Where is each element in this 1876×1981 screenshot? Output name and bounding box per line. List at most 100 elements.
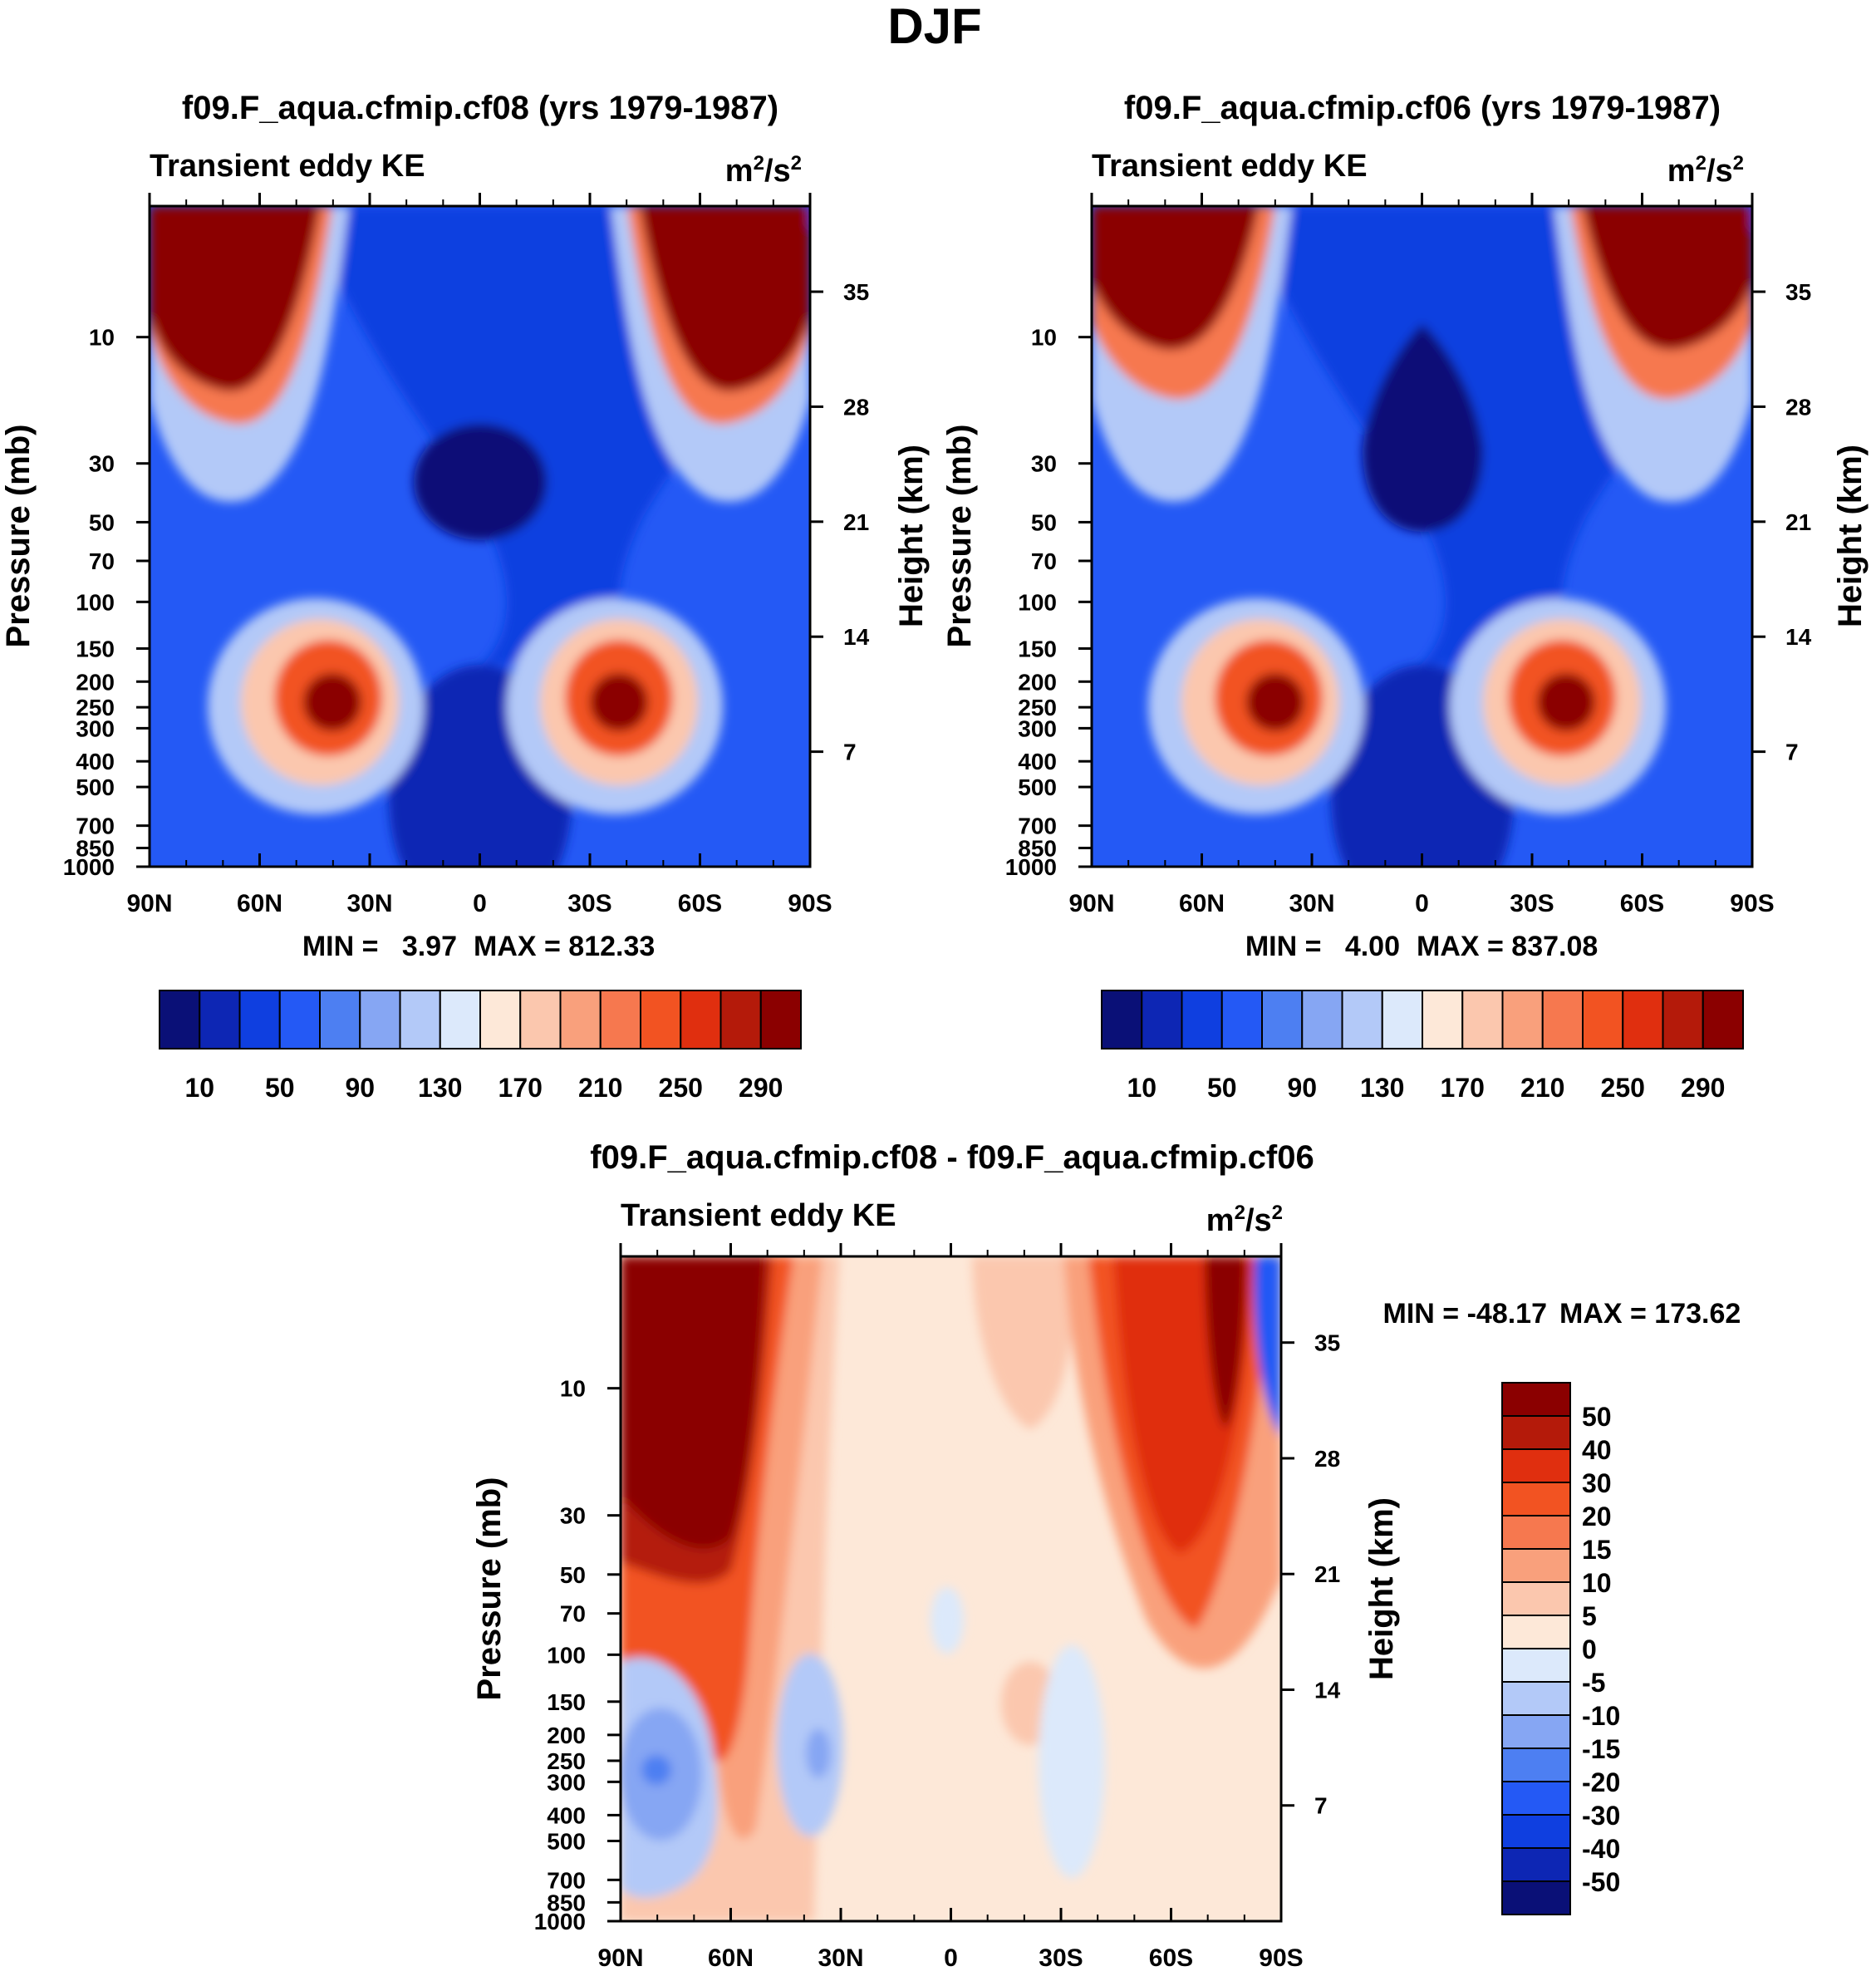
colorbar-label: 250 xyxy=(1601,1073,1645,1103)
colorbar-swatch xyxy=(439,990,481,1049)
colorbar-swatch xyxy=(1501,1415,1571,1450)
colorbar-label: 15 xyxy=(1582,1535,1612,1565)
colorbar-swatch xyxy=(319,990,361,1049)
colorbar-swatch xyxy=(1702,990,1744,1049)
panel-cf08-subtitle: Transient eddy KE xyxy=(150,149,425,184)
y-tick-label: 70 xyxy=(560,1601,586,1627)
colorbar-label: -10 xyxy=(1582,1701,1620,1731)
colorbar-swatch xyxy=(1381,990,1423,1049)
panel-diff-ylabel-right: Height (km) xyxy=(1363,1497,1400,1680)
colorbar-label: 30 xyxy=(1582,1468,1612,1498)
x-tick-label: 60N xyxy=(708,1944,754,1972)
colorbar-swatch xyxy=(1341,990,1383,1049)
x-tick-label: 0 xyxy=(944,1944,958,1972)
north-core-50 xyxy=(621,1256,764,1549)
y-tick-label: 850 xyxy=(1018,836,1057,862)
colorbar-swatch xyxy=(238,990,281,1049)
colorbar-swatch xyxy=(1501,1681,1571,1716)
y-tick-label: 300 xyxy=(547,1769,586,1795)
y-right-tick-label: 14 xyxy=(1785,624,1812,650)
north-negative-min xyxy=(641,1755,671,1785)
x-tick-label: 90N xyxy=(1068,890,1114,917)
panel-diff-ylabel: Pressure (mb) xyxy=(471,1477,508,1701)
colorbar-label: 170 xyxy=(498,1073,543,1103)
south-negative-lower xyxy=(1039,1645,1105,1878)
x-tick-label: 60N xyxy=(237,890,282,917)
y-tick-label: 500 xyxy=(547,1828,586,1854)
panel-diff-max: MAX = 173.62 xyxy=(1559,1298,1741,1330)
panel-diff-subtitle: Transient eddy KE xyxy=(621,1198,896,1233)
y-tick-label: 70 xyxy=(89,548,115,574)
y-tick-label: 150 xyxy=(547,1689,586,1715)
colorbar-swatch xyxy=(1501,1714,1571,1749)
panel-cf08-field xyxy=(150,206,810,867)
panel-diff-title: f09.F_aqua.cfmip.cf08 - f09.F_aqua.cfmip… xyxy=(590,1139,1314,1176)
south-pole-negative xyxy=(1254,1256,1281,1438)
south-upper-positive xyxy=(972,1256,1074,1429)
equatorial-minimum xyxy=(414,424,547,540)
colorbar-swatch xyxy=(1501,1814,1571,1849)
colorbar-swatch xyxy=(1181,990,1223,1049)
colorbar-label: 250 xyxy=(659,1073,703,1103)
panel-cf06-subtitle: Transient eddy KE xyxy=(1092,149,1368,184)
subtropic-negative-core xyxy=(806,1728,831,1778)
y-tick-label: 10 xyxy=(89,325,115,351)
panel-diff-field xyxy=(621,1256,1281,1921)
colorbar-label: -50 xyxy=(1582,1867,1620,1897)
panel-diff: f09.F_aqua.cfmip.cf08 - f09.F_aqua.cfmip… xyxy=(471,1139,1741,1972)
colorbar-swatch xyxy=(1220,990,1263,1049)
colorbar-swatch xyxy=(1662,990,1704,1049)
y-tick-label: 400 xyxy=(547,1802,586,1828)
colorbar-swatch xyxy=(1582,990,1624,1049)
x-tick-label: 30N xyxy=(1289,890,1334,917)
colorbar-swatch xyxy=(399,990,441,1049)
colorbar-label: 130 xyxy=(1360,1073,1404,1103)
colorbar-label: 90 xyxy=(345,1073,375,1103)
y-tick-label: 30 xyxy=(560,1503,586,1529)
x-tick-label: 90S xyxy=(1259,1944,1303,1972)
colorbar-swatch xyxy=(1501,990,1544,1049)
panel-cf06-field xyxy=(1092,206,1752,867)
x-tick-label: 30S xyxy=(1510,890,1554,917)
panel-cf06: f09.F_aqua.cfmip.cf06 (yrs 1979-1987) Tr… xyxy=(941,90,1869,1103)
panel-cf08-max: MAX = 812.33 xyxy=(474,931,655,962)
colorbar-label: 10 xyxy=(1127,1073,1157,1103)
x-tick-label: 0 xyxy=(1415,890,1429,917)
y-tick-label: 1000 xyxy=(1005,854,1057,880)
colorbar-swatch xyxy=(680,990,722,1049)
y-right-tick-label: 35 xyxy=(1314,1330,1340,1356)
y-tick-label: 1000 xyxy=(63,854,115,880)
colorbar-label: 90 xyxy=(1287,1073,1317,1103)
colorbar-swatch xyxy=(1501,1515,1571,1550)
y-tick-label: 700 xyxy=(1018,814,1057,839)
y-tick-label: 1000 xyxy=(534,1909,586,1934)
x-tick-label: 90S xyxy=(788,890,832,917)
colorbar-swatch xyxy=(1501,1781,1571,1816)
y-tick-label: 500 xyxy=(76,774,115,800)
polar-north-core xyxy=(150,206,320,391)
colorbar-swatch xyxy=(1501,1581,1571,1616)
colorbar-label: 130 xyxy=(418,1073,462,1103)
panel-cf06-title: f09.F_aqua.cfmip.cf06 (yrs 1979-1987) xyxy=(1124,90,1721,126)
panel-diff-min: MIN = -48.17 xyxy=(1383,1298,1547,1330)
y-tick-label: 400 xyxy=(1018,749,1057,774)
colorbar-swatch xyxy=(1501,1382,1571,1417)
y-right-tick-label: 28 xyxy=(1785,394,1811,420)
y-tick-label: 100 xyxy=(76,589,115,615)
colorbar-swatch xyxy=(1541,990,1584,1049)
colorbar-label: 0 xyxy=(1582,1634,1597,1664)
y-right-tick-label: 21 xyxy=(843,509,869,535)
figure-title: DJF xyxy=(887,0,981,54)
colorbar-swatch xyxy=(759,990,802,1049)
y-tick-label: 50 xyxy=(560,1562,586,1588)
y-tick-label: 30 xyxy=(89,451,115,477)
colorbar-swatch xyxy=(1301,990,1343,1049)
colorbar-swatch xyxy=(1501,1448,1571,1483)
colorbar-swatch xyxy=(1501,1482,1571,1516)
y-tick-label: 700 xyxy=(547,1867,586,1893)
panel-cf06-colorbar: 10 50 90 130 170 210 250 290 xyxy=(1101,990,1744,1103)
colorbar-swatch xyxy=(519,990,562,1049)
panel-cf06-ylabel-right: Height (km) xyxy=(1832,445,1869,627)
colorbar-swatch xyxy=(1501,1615,1571,1649)
panel-cf08-units: m2/s2 xyxy=(725,152,802,189)
